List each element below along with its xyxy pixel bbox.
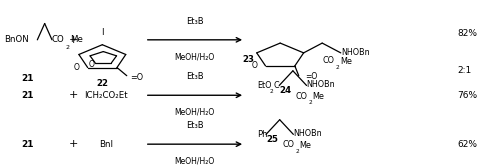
Text: NHOBn: NHOBn (341, 48, 369, 57)
Text: O: O (252, 61, 258, 70)
Text: NHOBn: NHOBn (294, 129, 322, 138)
Text: BnI: BnI (99, 140, 113, 149)
Text: Me: Me (299, 141, 311, 150)
Text: 82%: 82% (458, 29, 478, 38)
Text: 2: 2 (66, 45, 70, 50)
Text: BnON: BnON (3, 35, 28, 44)
Text: EtO: EtO (257, 81, 272, 90)
Text: +: + (68, 35, 78, 45)
Text: Et₃B: Et₃B (186, 17, 203, 26)
Text: 22: 22 (97, 79, 108, 88)
Text: C: C (273, 81, 279, 90)
Text: Me: Me (340, 57, 352, 66)
Text: 21: 21 (22, 91, 34, 100)
Text: 62%: 62% (458, 140, 478, 149)
Text: 24: 24 (279, 86, 292, 95)
Text: Et₃B: Et₃B (186, 72, 203, 81)
Text: 23: 23 (243, 55, 254, 64)
Text: CO: CO (282, 140, 294, 149)
Text: Me: Me (313, 92, 324, 101)
Text: MeOH/H₂O: MeOH/H₂O (174, 157, 215, 166)
Text: 2:1: 2:1 (458, 66, 472, 75)
Text: 2: 2 (309, 100, 312, 105)
Text: MeOH/H₂O: MeOH/H₂O (174, 52, 215, 61)
Text: =O: =O (130, 73, 143, 82)
Text: 2: 2 (295, 149, 299, 154)
Text: 25: 25 (267, 135, 278, 144)
Text: =O: =O (306, 72, 318, 81)
Text: +: + (68, 139, 78, 149)
Text: I: I (101, 28, 103, 37)
Text: NHOBn: NHOBn (307, 80, 335, 89)
Text: 2: 2 (270, 90, 273, 95)
Text: Me: Me (71, 35, 83, 44)
Text: ICH₂CO₂Et: ICH₂CO₂Et (84, 91, 127, 100)
Text: CO: CO (295, 92, 307, 101)
Text: CO: CO (52, 35, 65, 44)
Text: O: O (74, 63, 80, 72)
Text: O: O (88, 60, 94, 69)
Text: MeOH/H₂O: MeOH/H₂O (174, 108, 215, 117)
Text: Ph: Ph (257, 130, 268, 139)
Text: 2: 2 (335, 65, 339, 70)
Text: +: + (68, 90, 78, 100)
Text: Et₃B: Et₃B (186, 121, 203, 130)
Text: 21: 21 (22, 140, 34, 149)
Text: CO: CO (322, 56, 334, 65)
Text: 76%: 76% (458, 91, 478, 100)
Text: 21: 21 (22, 74, 34, 84)
